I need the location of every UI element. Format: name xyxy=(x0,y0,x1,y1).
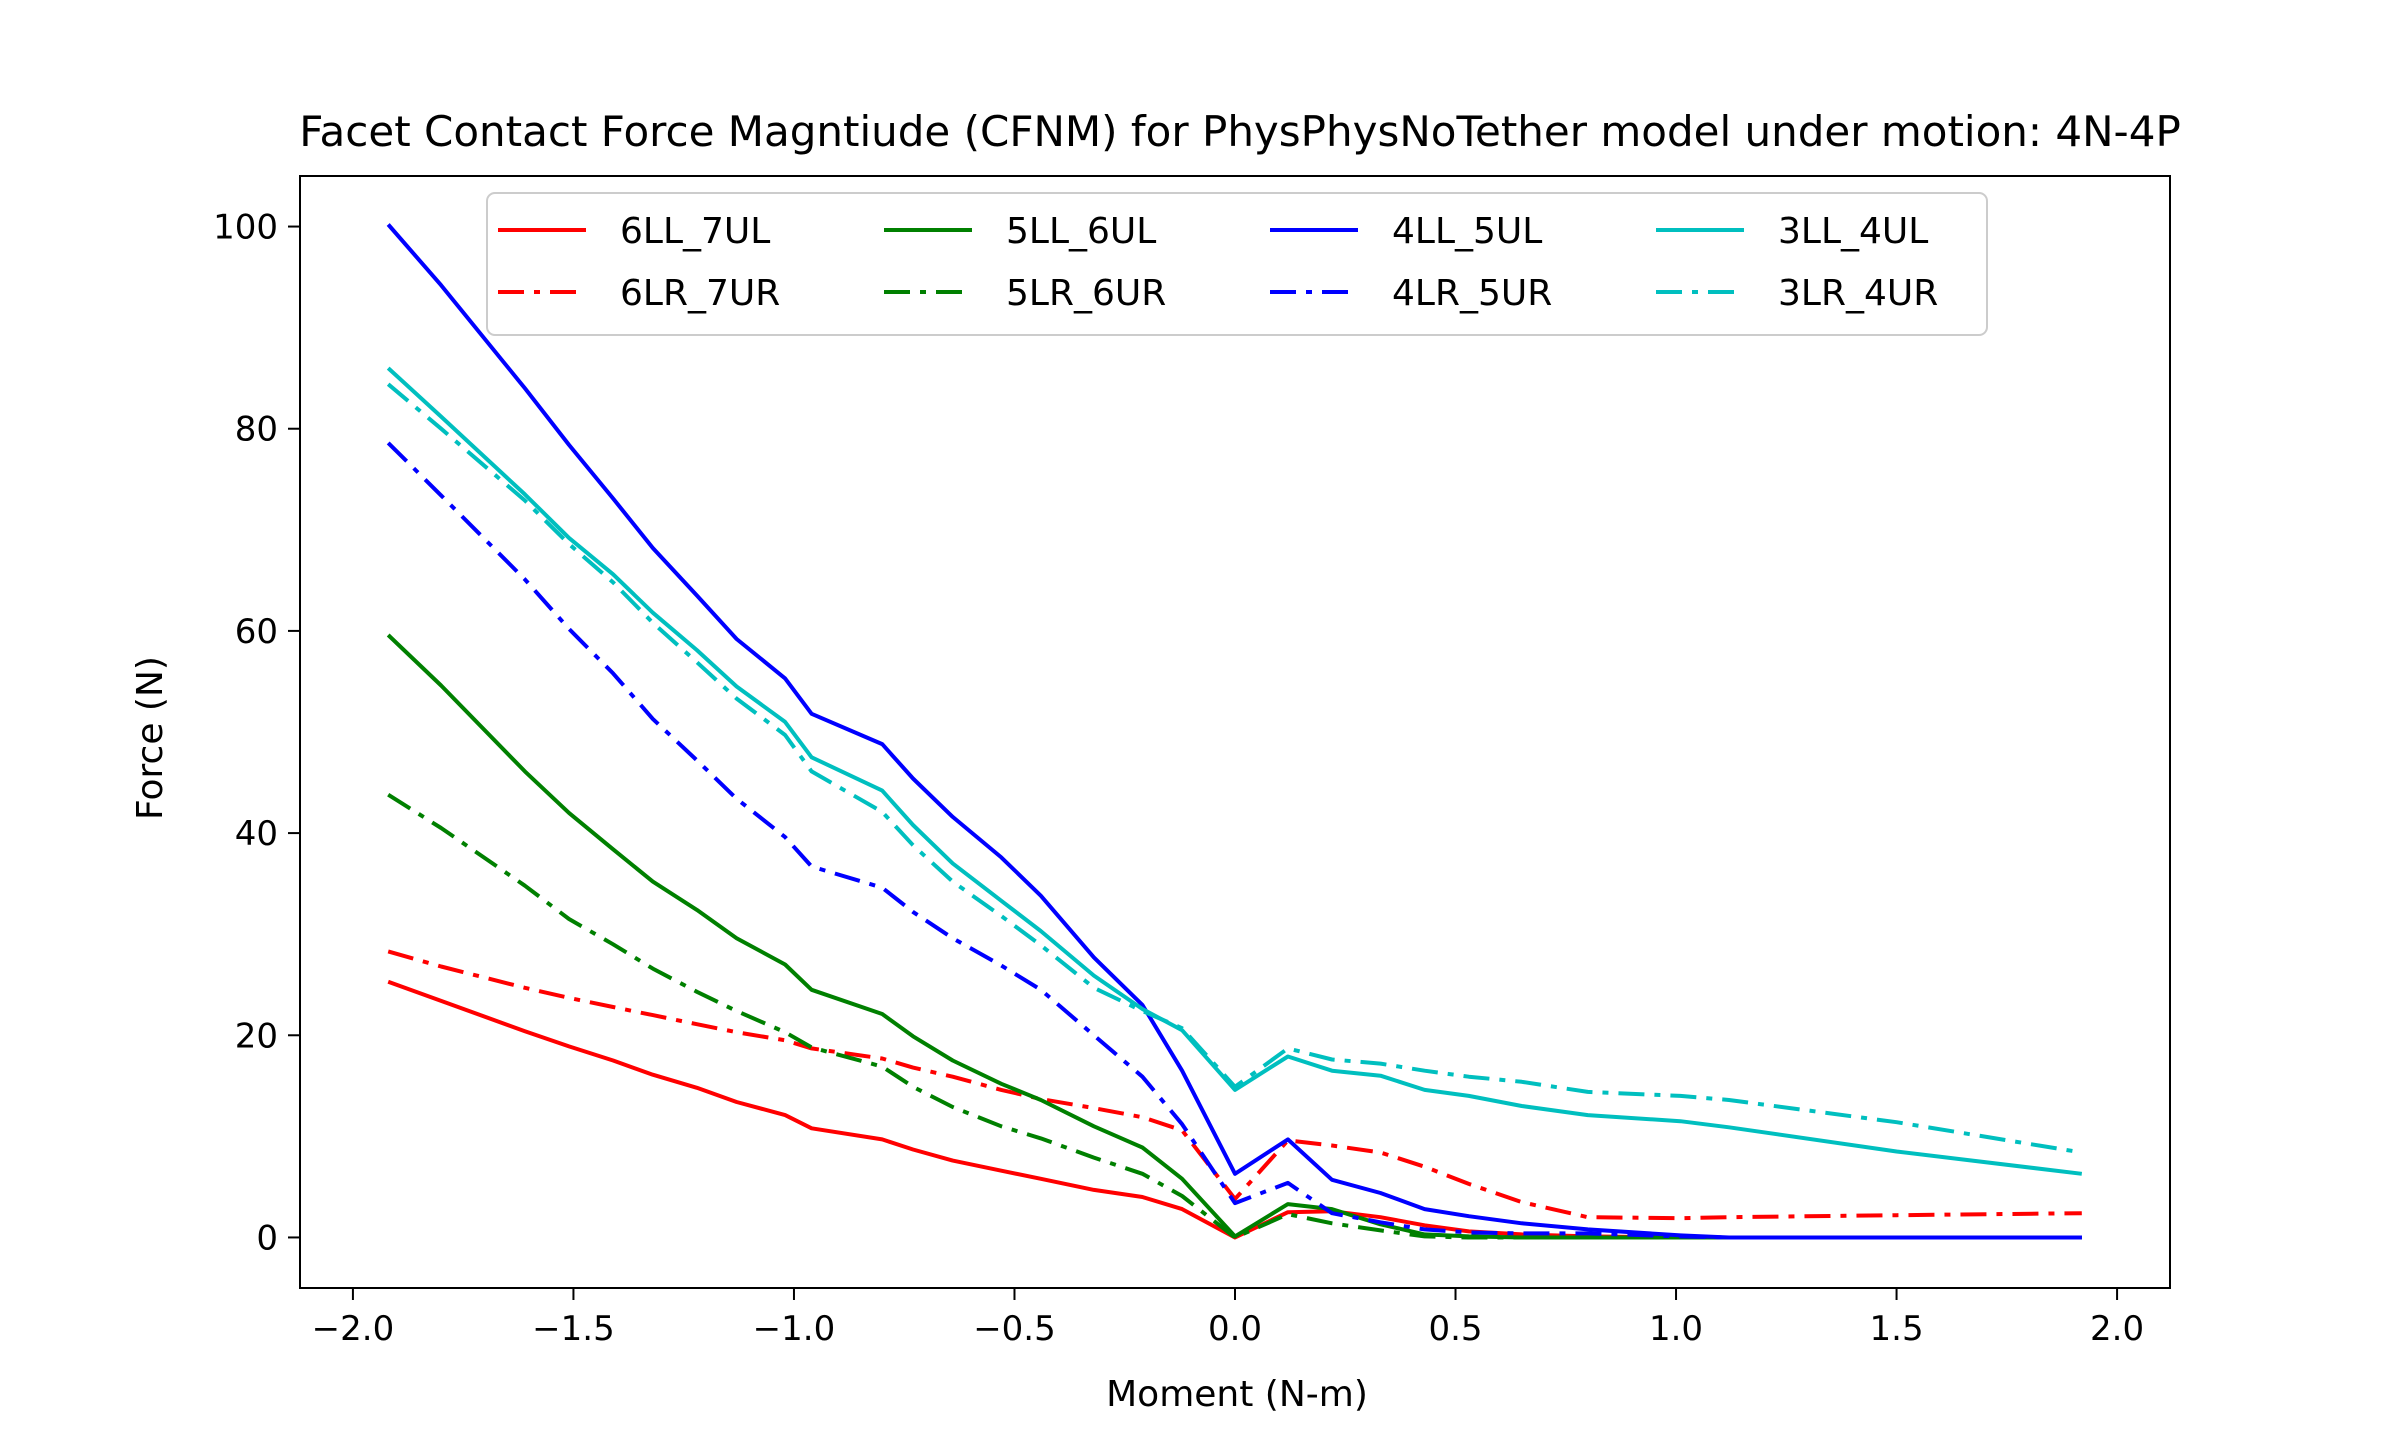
y-tick-label: 0 xyxy=(256,1218,278,1258)
y-tick-label: 20 xyxy=(235,1016,278,1056)
legend-label: 3LR_4UR xyxy=(1778,273,1938,314)
legend-label: 4LL_5UL xyxy=(1392,211,1542,252)
y-tick-label: 60 xyxy=(235,612,278,652)
x-tick-label: 2.0 xyxy=(2090,1309,2144,1349)
y-tick-label: 100 xyxy=(213,208,278,248)
x-tick-label: −2.0 xyxy=(312,1309,395,1349)
x-tick-label: −1.5 xyxy=(532,1309,615,1349)
series-line-4LL_5UL xyxy=(386,223,2082,1240)
y-axis-ticks: 0 20 40 60 80 100 xyxy=(213,208,300,1258)
x-tick-label: 0.5 xyxy=(1428,1309,1482,1349)
data-series xyxy=(386,223,2083,1240)
x-tick-label: −0.5 xyxy=(973,1309,1056,1349)
series-line-3LR_4UR xyxy=(386,382,2083,1155)
x-tick-label: 1.0 xyxy=(1649,1309,1703,1349)
series-line-6LR_7UR xyxy=(387,949,2082,1221)
series-line-4LR_5UR xyxy=(386,441,2082,1240)
x-axis-label: Moment (N-m) xyxy=(1106,1374,1368,1415)
legend-label: 4LR_5UR xyxy=(1392,273,1552,314)
legend-label: 3LL_4UL xyxy=(1778,211,1928,252)
legend-label: 6LL_7UL xyxy=(620,211,770,252)
plot-frame xyxy=(299,175,2171,1289)
x-tick-label: −1.0 xyxy=(753,1309,836,1349)
legend-box xyxy=(486,192,1988,336)
y-tick-label: 80 xyxy=(235,410,278,450)
x-tick-label: 0.0 xyxy=(1208,1309,1262,1349)
y-tick-label: 40 xyxy=(235,814,278,854)
legend: 6LL_7UL 6LR_7UR 5LL_6UL 5LR_6UR 4LL_5UL 4LR_5… xyxy=(486,192,1988,336)
x-axis-ticks: −2.0 −1.5 −1.0 −0.5 0.0 0.5 1.0 1.5 2.0 xyxy=(312,1288,2144,1349)
x-tick-label: 1.5 xyxy=(1870,1309,1924,1349)
legend-label: 5LR_6UR xyxy=(1006,273,1166,314)
chart-title: Facet Contact Force Magntiude (CFNM) for… xyxy=(299,107,2181,156)
legend-label: 6LR_7UR xyxy=(620,273,780,314)
y-axis-label: Force (N) xyxy=(130,656,171,820)
series-line-5LR_6UR xyxy=(387,793,2082,1240)
series-line-3LL_4UL xyxy=(386,366,2083,1176)
legend-label: 5LL_6UL xyxy=(1006,211,1156,252)
